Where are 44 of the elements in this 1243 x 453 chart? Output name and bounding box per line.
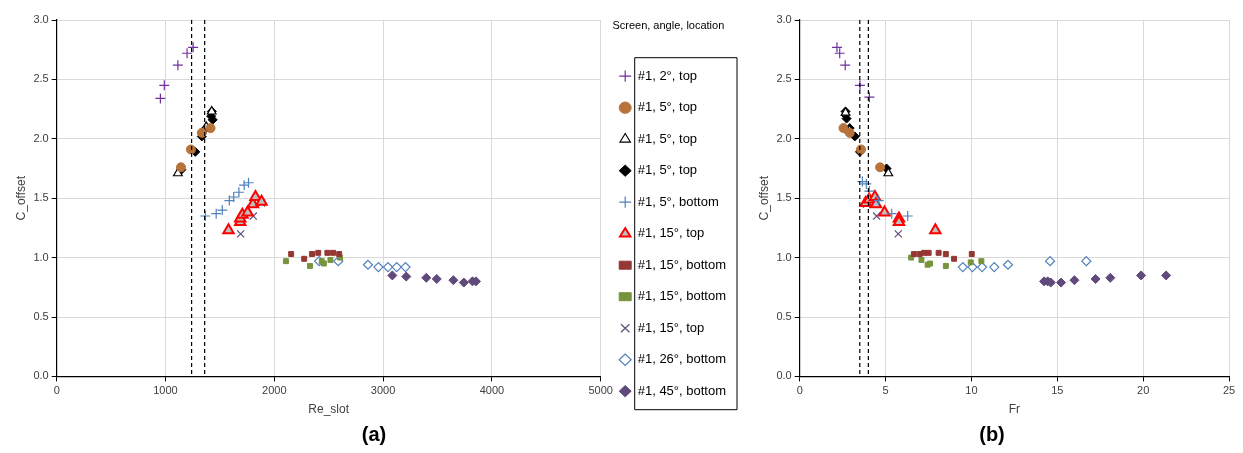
text: (b) <box>979 422 1005 445</box>
x-tick-label: 3000 <box>370 384 396 397</box>
y-tick-label: 1.0 <box>776 250 792 263</box>
x-tick-label: 15 <box>1051 384 1064 397</box>
y-tick-label: 1.5 <box>776 191 792 204</box>
legend-label: #1, 26°, bottom <box>637 351 726 367</box>
legend-label: #1, 5°, top <box>637 99 698 115</box>
y-tick-label: 2.5 <box>33 72 49 85</box>
x-tick-label: 5000 <box>588 384 613 397</box>
y-axis-title: C_offset <box>756 175 771 221</box>
y-tick-label: 2.5 <box>776 72 792 85</box>
x-tick-label: 2000 <box>262 384 287 397</box>
y-tick-label: 2.0 <box>776 131 792 144</box>
legend-label: #1, 2°, top <box>637 67 698 83</box>
legend-title: Screen, angle, location <box>612 18 725 31</box>
legend-label: #1, 15°, bottom <box>637 288 726 304</box>
x-tick-label: 0 <box>53 384 60 397</box>
x-axis-title: Fr <box>1008 402 1021 417</box>
y-tick-label: 1.0 <box>33 250 49 263</box>
y-tick-label: 3.0 <box>776 13 792 26</box>
y-tick-label: 1.5 <box>33 191 49 204</box>
x-axis-title: Re_slot <box>308 402 350 417</box>
text: (a) <box>361 422 387 445</box>
y-tick-label: 0.5 <box>776 310 792 323</box>
y-axis-title: C_offset <box>13 175 28 221</box>
y-tick-label: 0.5 <box>33 310 49 323</box>
legend-label: #1, 5°, top <box>637 162 698 178</box>
y-tick-label: 0.0 <box>776 369 792 382</box>
legend-label: #1, 5°, bottom <box>637 193 719 209</box>
x-tick-label: 20 <box>1137 384 1150 397</box>
x-tick-label: 5 <box>882 384 889 397</box>
x-tick-label: 4000 <box>479 384 505 397</box>
legend-label: #1, 45°, bottom <box>637 382 726 398</box>
x-tick-label: 0 <box>796 384 803 397</box>
y-tick-label: 2.0 <box>33 131 49 144</box>
y-tick-label: 3.0 <box>33 13 49 26</box>
x-tick-label: 10 <box>965 384 978 397</box>
legend-label: #1, 15°, top <box>637 319 705 335</box>
legend-label: #1, 15°, top <box>637 225 705 241</box>
legend-label: #1, 15°, bottom <box>637 256 726 272</box>
y-tick-label: 0.0 <box>33 369 49 382</box>
x-tick-label: 25 <box>1222 384 1236 397</box>
legend-label: #1, 5°, top <box>637 130 698 146</box>
x-tick-label: 1000 <box>153 384 178 397</box>
